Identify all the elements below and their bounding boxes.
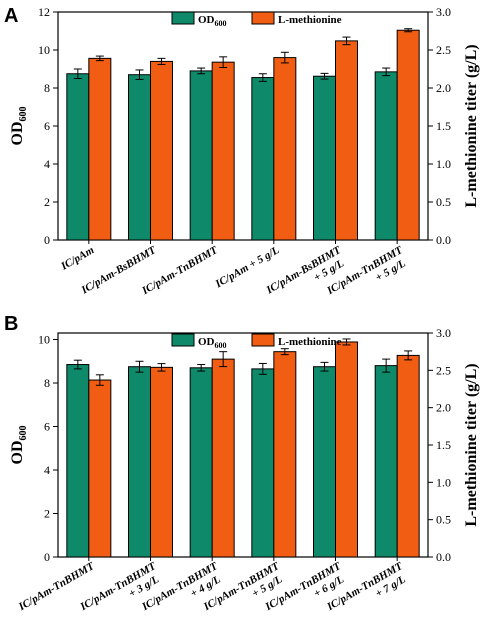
l-methionine-bar	[273, 351, 297, 558]
od600-bar	[128, 74, 151, 241]
y-right-tick-label: 3.0	[436, 326, 451, 340]
y-right-tick-label: 1.5	[436, 438, 451, 452]
y-left-tick-label: 12	[38, 5, 50, 19]
y-right-tick-label: 2.0	[436, 401, 451, 415]
y-left-tick-label: 0	[44, 550, 50, 564]
y-left-tick-label: 4	[44, 157, 50, 171]
od600-bar	[251, 77, 275, 241]
panel-letter: A	[4, 5, 18, 27]
l-methionine-bar	[335, 40, 358, 241]
y-left-axis-title-main: OD	[9, 441, 26, 465]
y-right-tick-label: 0.5	[436, 513, 451, 527]
l-methionine-bar	[273, 57, 297, 241]
l-methionine-bar	[150, 366, 173, 558]
category-label-line: IC/pAm	[58, 244, 96, 273]
legend-swatch-l-methionine	[251, 333, 275, 347]
legend-label-od600-sub: 600	[215, 19, 227, 28]
y-right-tick-label: 1.5	[436, 119, 451, 133]
y-left-axis-title-sub: 600	[18, 426, 29, 441]
y-right-tick-label: 2.5	[436, 43, 451, 57]
y-left-tick-label: 2	[44, 507, 50, 521]
l-methionine-bar	[211, 358, 235, 558]
od600-bar	[66, 73, 90, 241]
plot-frame	[57, 11, 429, 241]
legend: OD600 L-methionine	[171, 333, 342, 350]
od600-bar	[313, 75, 336, 241]
legend-swatch-od600	[171, 11, 195, 25]
legend-swatch-l-methionine	[251, 11, 275, 25]
od600-bar	[374, 71, 398, 241]
y-right-tick-label: 3.0	[436, 5, 451, 19]
legend-label-l-methionine: L-methionine	[278, 14, 342, 26]
legend-label-l-methionine: L-methionine	[278, 336, 342, 348]
y-right-tick-label: 0.0	[436, 550, 451, 564]
od600-bar	[374, 365, 398, 558]
y-left-tick-label: 6	[44, 119, 50, 133]
y-left-axis-title: OD600	[9, 107, 29, 146]
y-left-tick-label: 8	[44, 376, 50, 390]
y-right-tick-label: 0.5	[436, 195, 451, 209]
y-right-tick-label: 1.0	[436, 157, 451, 171]
y-right-tick-label: 2.0	[436, 81, 451, 95]
od600-bar	[66, 364, 90, 558]
y-right-tick-label: 0.0	[436, 233, 451, 247]
l-methionine-bar	[88, 379, 112, 558]
chart-panel-a: A0246810120.00.51.01.52.02.53.0IC/pAmIC/…	[4, 5, 480, 298]
od600-bar	[189, 367, 213, 558]
legend-label-od600: OD600	[198, 14, 227, 28]
legend-label-od600-main: OD	[198, 336, 215, 348]
od600-bar	[313, 366, 336, 558]
legend-swatch-od600	[171, 333, 195, 347]
y-left-axis-title-main: OD	[9, 122, 26, 146]
od600-bar	[128, 366, 151, 558]
y-left-tick-label: 6	[44, 420, 50, 434]
l-methionine-bar	[396, 29, 420, 241]
panel-letter: B	[4, 313, 18, 335]
y-left-tick-label: 8	[44, 81, 50, 95]
legend-label-od600-sub: 600	[215, 341, 227, 350]
y-right-tick-label: 2.5	[436, 363, 451, 377]
y-right-axis-title: L-methionine titer (g/L)	[463, 363, 480, 526]
l-methionine-bar	[211, 61, 235, 241]
y-right-axis-title: L-methionine titer (g/L)	[463, 44, 480, 207]
plot-frame	[57, 332, 429, 558]
y-left-axis-title-sub: 600	[18, 107, 29, 122]
y-left-tick-label: 4	[44, 463, 50, 477]
y-left-axis-title: OD600	[9, 426, 29, 465]
y-right-tick-label: 1.0	[436, 475, 451, 489]
legend: OD600 L-methionine	[171, 11, 342, 28]
l-methionine-bar	[150, 60, 173, 241]
l-methionine-bar	[335, 341, 358, 558]
y-left-tick-label: 0	[44, 233, 50, 247]
l-methionine-bar	[88, 57, 112, 241]
od600-bar	[189, 70, 213, 241]
y-left-tick-label: 10	[38, 43, 50, 57]
y-left-tick-label: 2	[44, 195, 50, 209]
legend-label-od600-main: OD	[198, 14, 215, 26]
category-label: IC/pAm	[58, 244, 96, 273]
od600-bar	[251, 368, 275, 558]
legend-label-od600: OD600	[198, 336, 227, 350]
y-left-tick-label: 10	[38, 333, 50, 347]
chart-panel-b: B02468100.00.51.01.52.02.53.0IC/pAm-TnBH…	[4, 313, 480, 614]
l-methionine-bar	[396, 354, 420, 558]
